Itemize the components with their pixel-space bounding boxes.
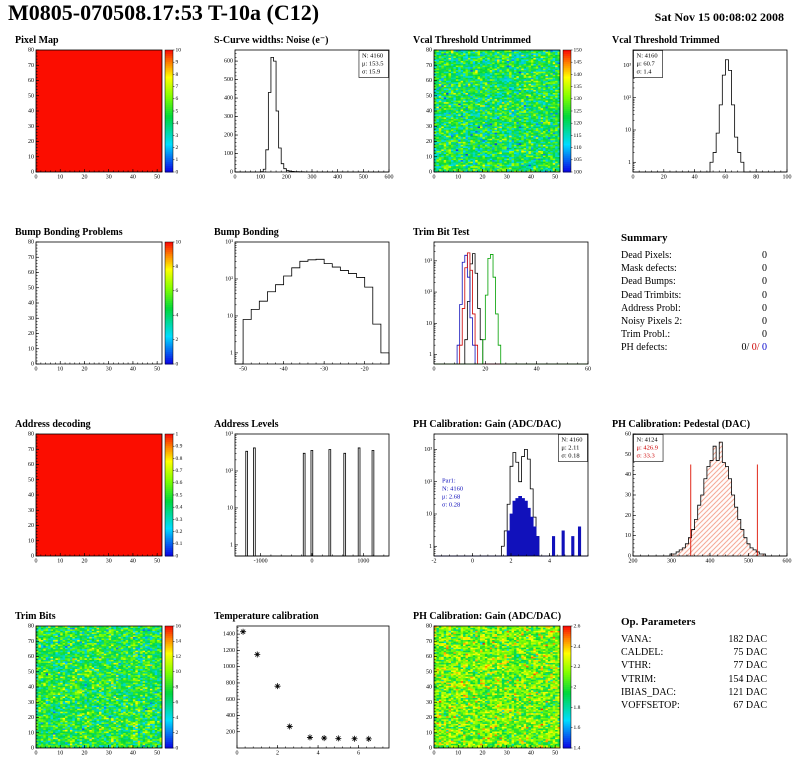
param-row: Dead Bumps: 0 bbox=[621, 275, 767, 288]
trim-bit-test-panel: Trim Bit Test bbox=[408, 226, 598, 384]
chart-title: PH Calibration: Pedestal (DAC) bbox=[612, 419, 751, 430]
param-value: 0 bbox=[762, 289, 767, 301]
param-row: Address Probl: 0 bbox=[621, 302, 767, 315]
param-label: Dead Pixels: bbox=[621, 250, 672, 261]
op-parameters-panel: Op. Parameters VANA: 182 DAC CALDEL: 75 DAC… bbox=[607, 610, 796, 768]
ph-pedestal-panel: PH Calibration: Pedestal (DAC) bbox=[607, 418, 796, 576]
temperature-scatter bbox=[209, 623, 397, 761]
param-value: 0 bbox=[762, 250, 767, 261]
timestamp: Sat Nov 15 00:08:02 2008 bbox=[654, 10, 784, 24]
op-parameters-rows: VANA: 182 DAC CALDEL: 75 DAC VTHR: 77 DAC VTRI… bbox=[621, 633, 767, 712]
chart-title: Temperature calibration bbox=[214, 611, 319, 622]
bump-bonding-histogram bbox=[209, 239, 397, 377]
ph-gain-histogram bbox=[408, 431, 596, 569]
summary-title: Summary bbox=[621, 232, 668, 244]
param-value: 182 DAC bbox=[728, 634, 767, 645]
param-value: 75 DAC bbox=[733, 647, 767, 659]
pixel-map-heatmap bbox=[10, 47, 198, 185]
param-row: Dead Pixels: 0 bbox=[621, 249, 767, 262]
param-label: Trim Probl.: bbox=[621, 329, 671, 341]
trim-bits-heatmap bbox=[10, 623, 198, 761]
page-title: M0805-070508.17:53 T-10a (C12) bbox=[8, 0, 320, 25]
pixel-map-panel: Pixel Map bbox=[10, 34, 200, 192]
param-row: IBIAS_DAC: 121 DAC bbox=[621, 686, 767, 699]
param-value: 0 bbox=[762, 276, 767, 288]
param-label: IBIAS_DAC: bbox=[621, 686, 677, 698]
temperature-calibration-panel: Temperature calibration bbox=[209, 610, 399, 768]
chart-title: Address decoding bbox=[15, 419, 91, 430]
param-value: 0 bbox=[762, 329, 767, 341]
param-label: VTRIM: bbox=[621, 673, 656, 685]
param-label: VTHR: bbox=[621, 660, 651, 672]
param-row: VTHR: 77 DAC bbox=[621, 659, 767, 672]
address-levels-histogram bbox=[209, 431, 397, 569]
param-value: 0 bbox=[762, 302, 767, 314]
param-label: Dead Trimbits: bbox=[621, 289, 682, 301]
bump-bonding-panel: Bump Bonding bbox=[209, 226, 399, 384]
param-value: 154 DAC bbox=[728, 673, 767, 685]
scurve-noise-histogram bbox=[209, 47, 397, 185]
param-row: VANA: 182 DAC bbox=[621, 633, 767, 646]
param-row: CALDEL: 75 DAC bbox=[621, 646, 767, 659]
chart-title: Trim Bit Test bbox=[413, 227, 470, 238]
summary-rows: Dead Pixels: 0 Mask defects: 0 Dead Bumps: 0 D… bbox=[621, 249, 767, 355]
param-label: CALDEL: bbox=[621, 647, 664, 659]
trim-bits-map-panel: Trim Bits bbox=[10, 610, 200, 768]
bump-problems-panel: Bump Bonding Problems bbox=[10, 226, 200, 384]
ph-pedestal-histogram bbox=[607, 431, 795, 569]
param-row: Trim Probl.: 0 bbox=[621, 328, 767, 341]
chart-title: Bump Bonding bbox=[214, 227, 279, 238]
param-label: Address Probl: bbox=[621, 302, 681, 314]
vcal-trimmed-panel: Vcal Threshold Trimmed bbox=[607, 34, 796, 192]
param-row: VTRIM: 154 DAC bbox=[621, 673, 767, 686]
param-row: VOFFSETOP: 67 DAC bbox=[621, 699, 767, 712]
param-value: 0/ 0/ 0 bbox=[741, 342, 767, 354]
chart-title: Pixel Map bbox=[15, 35, 59, 46]
param-label: PH defects: bbox=[621, 342, 668, 354]
op-parameters-title: Op. Parameters bbox=[621, 616, 696, 628]
param-label: VANA: bbox=[621, 634, 652, 645]
param-value: 67 DAC bbox=[733, 700, 767, 712]
param-label: Dead Bumps: bbox=[621, 276, 676, 288]
trim-bit-test-histogram bbox=[408, 239, 596, 377]
scurve-noise-panel: S-Curve widths: Noise (e⁻) bbox=[209, 34, 399, 192]
chart-title: Vcal Threshold Trimmed bbox=[612, 35, 720, 46]
param-label: VOFFSETOP: bbox=[621, 700, 680, 712]
param-label: Mask defects: bbox=[621, 263, 677, 275]
vcal-trimmed-histogram bbox=[607, 47, 795, 185]
ph-gain-map-panel: PH Calibration: Gain (ADC/DAC) bbox=[408, 610, 598, 768]
param-row: PH defects: 0/ 0/ 0 bbox=[621, 341, 767, 354]
param-value: 77 DAC bbox=[733, 660, 767, 672]
chart-title: Address Levels bbox=[214, 419, 279, 430]
param-label: Noisy Pixels 2: bbox=[621, 316, 683, 328]
bump-problems-heatmap bbox=[10, 239, 198, 377]
address-decoding-heatmap bbox=[10, 431, 198, 569]
chart-title: PH Calibration: Gain (ADC/DAC) bbox=[413, 611, 562, 622]
chart-title: Bump Bonding Problems bbox=[15, 227, 123, 238]
vcal-untrimmed-panel: Vcal Threshold Untrimmed bbox=[408, 34, 598, 192]
param-value: 0 bbox=[762, 263, 767, 275]
chart-title: Trim Bits bbox=[15, 611, 56, 622]
chart-title: PH Calibration: Gain (ADC/DAC) bbox=[413, 419, 562, 430]
param-row: Mask defects: 0 bbox=[621, 262, 767, 275]
summary-panel: Summary Dead Pixels: 0 Mask defects: 0 Dead … bbox=[607, 226, 796, 384]
param-value: 0 bbox=[762, 316, 767, 328]
ph-gain-heatmap bbox=[408, 623, 596, 761]
address-decoding-panel: Address decoding bbox=[10, 418, 200, 576]
address-levels-panel: Address Levels bbox=[209, 418, 399, 576]
param-row: Noisy Pixels 2: 0 bbox=[621, 315, 767, 328]
param-row: Dead Trimbits: 0 bbox=[621, 289, 767, 302]
chart-title: S-Curve widths: Noise (e⁻) bbox=[214, 35, 329, 46]
chart-title: Vcal Threshold Untrimmed bbox=[413, 35, 531, 46]
ph-gain-hist-panel: PH Calibration: Gain (ADC/DAC) bbox=[408, 418, 598, 576]
param-value: 121 DAC bbox=[728, 686, 767, 698]
vcal-untrimmed-heatmap bbox=[408, 47, 596, 185]
